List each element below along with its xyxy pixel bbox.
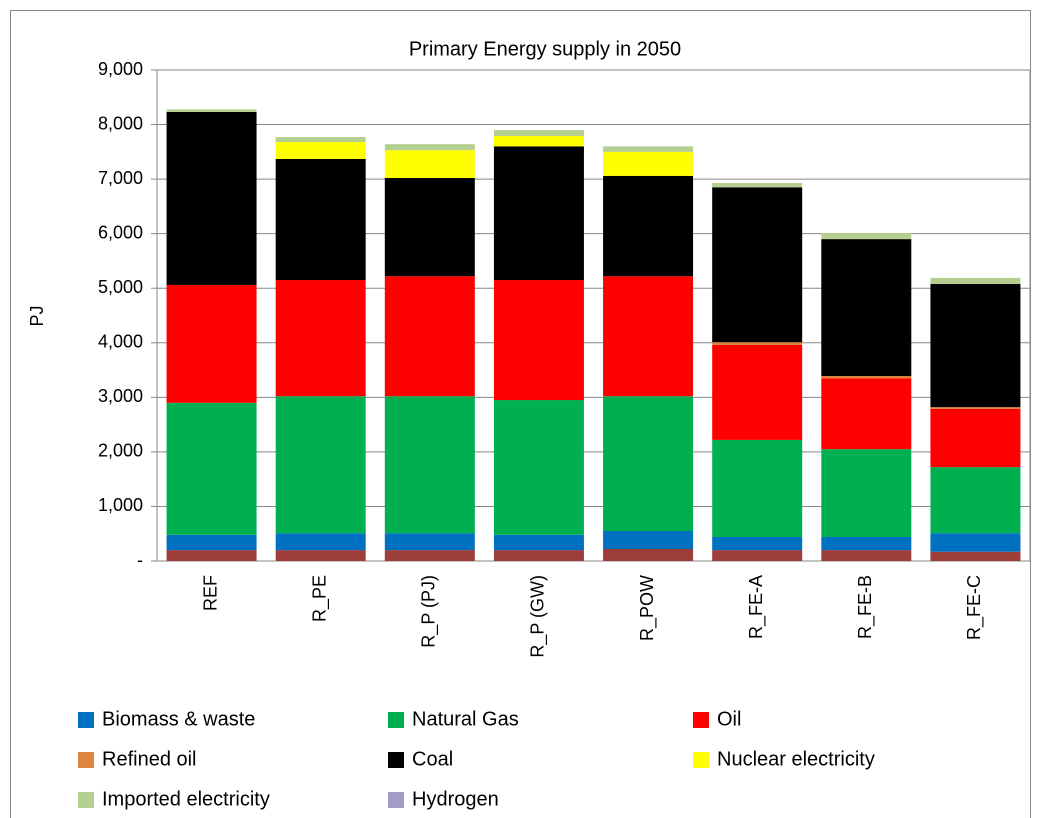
bar-segment <box>603 175 694 277</box>
legend-swatch <box>78 752 94 768</box>
bar-segment <box>930 551 1021 561</box>
bar-segment <box>384 396 475 534</box>
bar-segment <box>384 550 475 561</box>
bar-segment <box>821 550 912 561</box>
bar-segment <box>603 548 694 561</box>
chart-title: Primary Energy supply in 2050 <box>409 38 681 60</box>
bar-segment <box>930 533 1021 552</box>
legend-swatch <box>693 712 709 728</box>
legend-label: Nuclear electricity <box>717 748 875 770</box>
legend-label: Oil <box>717 708 741 730</box>
legend-swatch <box>693 752 709 768</box>
bar-segment <box>493 130 584 137</box>
bar-segment <box>166 109 257 113</box>
bar-segment <box>166 402 257 535</box>
legend-label: Biomass & waste <box>102 708 255 730</box>
bar-segment <box>166 112 257 285</box>
bar-segment <box>493 534 584 551</box>
legend-swatch <box>388 712 404 728</box>
bar-segment <box>493 280 584 401</box>
bar-segment <box>603 396 694 531</box>
bar-segment <box>712 344 803 440</box>
bar-segment <box>821 376 912 379</box>
y-tick-label: - <box>137 550 143 570</box>
bar-segment <box>712 187 803 343</box>
bar-segment <box>493 146 584 281</box>
legend-label: Refined oil <box>102 748 197 770</box>
bar-segment <box>930 277 1021 284</box>
bar-segment <box>275 280 366 397</box>
bar-segment <box>384 276 475 397</box>
bar-segment <box>275 396 366 534</box>
bar-segment <box>821 449 912 537</box>
legend-label: Coal <box>412 748 453 770</box>
y-tick-label: 5,000 <box>98 277 143 297</box>
bar-segment <box>603 530 694 549</box>
bar-segment <box>603 151 694 176</box>
x-tick-label: R_FE-A <box>746 575 767 639</box>
bar-segment <box>275 158 366 281</box>
bar-segment <box>166 550 257 561</box>
bar-segment <box>166 534 257 551</box>
x-tick-label: R_POW <box>637 575 658 641</box>
legend-swatch <box>388 752 404 768</box>
bar-segment <box>821 378 912 450</box>
bar-segment <box>384 178 475 277</box>
bar-segment <box>930 408 1021 468</box>
bar-segment <box>493 550 584 561</box>
legend-swatch <box>78 792 94 808</box>
x-tick-label: REF <box>200 575 220 611</box>
x-tick-label: R_FE-B <box>855 575 876 639</box>
y-tick-label: 4,000 <box>98 332 143 352</box>
y-tick-label: 9,000 <box>98 59 143 79</box>
x-tick-label: R_P (GW) <box>528 575 549 658</box>
y-tick-label: 7,000 <box>98 168 143 188</box>
bar-segment <box>930 407 1021 409</box>
bar-segment <box>275 550 366 561</box>
bar-segment <box>712 439 803 537</box>
bar-segment <box>384 533 475 551</box>
bar-segment <box>166 284 257 403</box>
bar-segment <box>603 276 694 397</box>
y-tick-label: 3,000 <box>98 386 143 406</box>
bar-segment <box>712 550 803 561</box>
bar-segment <box>275 533 366 551</box>
y-tick-label: 2,000 <box>98 441 143 461</box>
bar-segment <box>930 283 1021 408</box>
x-tick-label: R_PE <box>309 575 330 622</box>
bar-segment <box>603 146 694 152</box>
bar-segment <box>712 536 803 551</box>
y-tick-label: 1,000 <box>98 495 143 515</box>
bar-segment <box>275 137 366 143</box>
bar-segment <box>493 136 584 147</box>
bar-segment <box>712 182 803 188</box>
bar-segment <box>712 342 803 345</box>
bar-segment <box>384 150 475 179</box>
legend-swatch <box>78 712 94 728</box>
y-tick-label: 8,000 <box>98 113 143 133</box>
bar-segment <box>821 239 912 377</box>
legend-label: Hydrogen <box>412 788 499 810</box>
legend-label: Imported electricity <box>102 788 270 810</box>
bar-segment <box>384 144 475 151</box>
x-tick-label: R_P (PJ) <box>419 575 440 648</box>
bar-segment <box>821 233 912 240</box>
bar-segment <box>930 467 1021 534</box>
x-tick-label: R_FE-C <box>964 575 985 640</box>
y-axis-label: PJ <box>27 305 47 326</box>
bar-segment <box>275 142 366 159</box>
bar-segment <box>493 400 584 535</box>
bar-segment <box>821 536 912 551</box>
y-tick-label: 6,000 <box>98 222 143 242</box>
legend-label: Natural Gas <box>412 708 519 730</box>
legend-swatch <box>388 792 404 808</box>
